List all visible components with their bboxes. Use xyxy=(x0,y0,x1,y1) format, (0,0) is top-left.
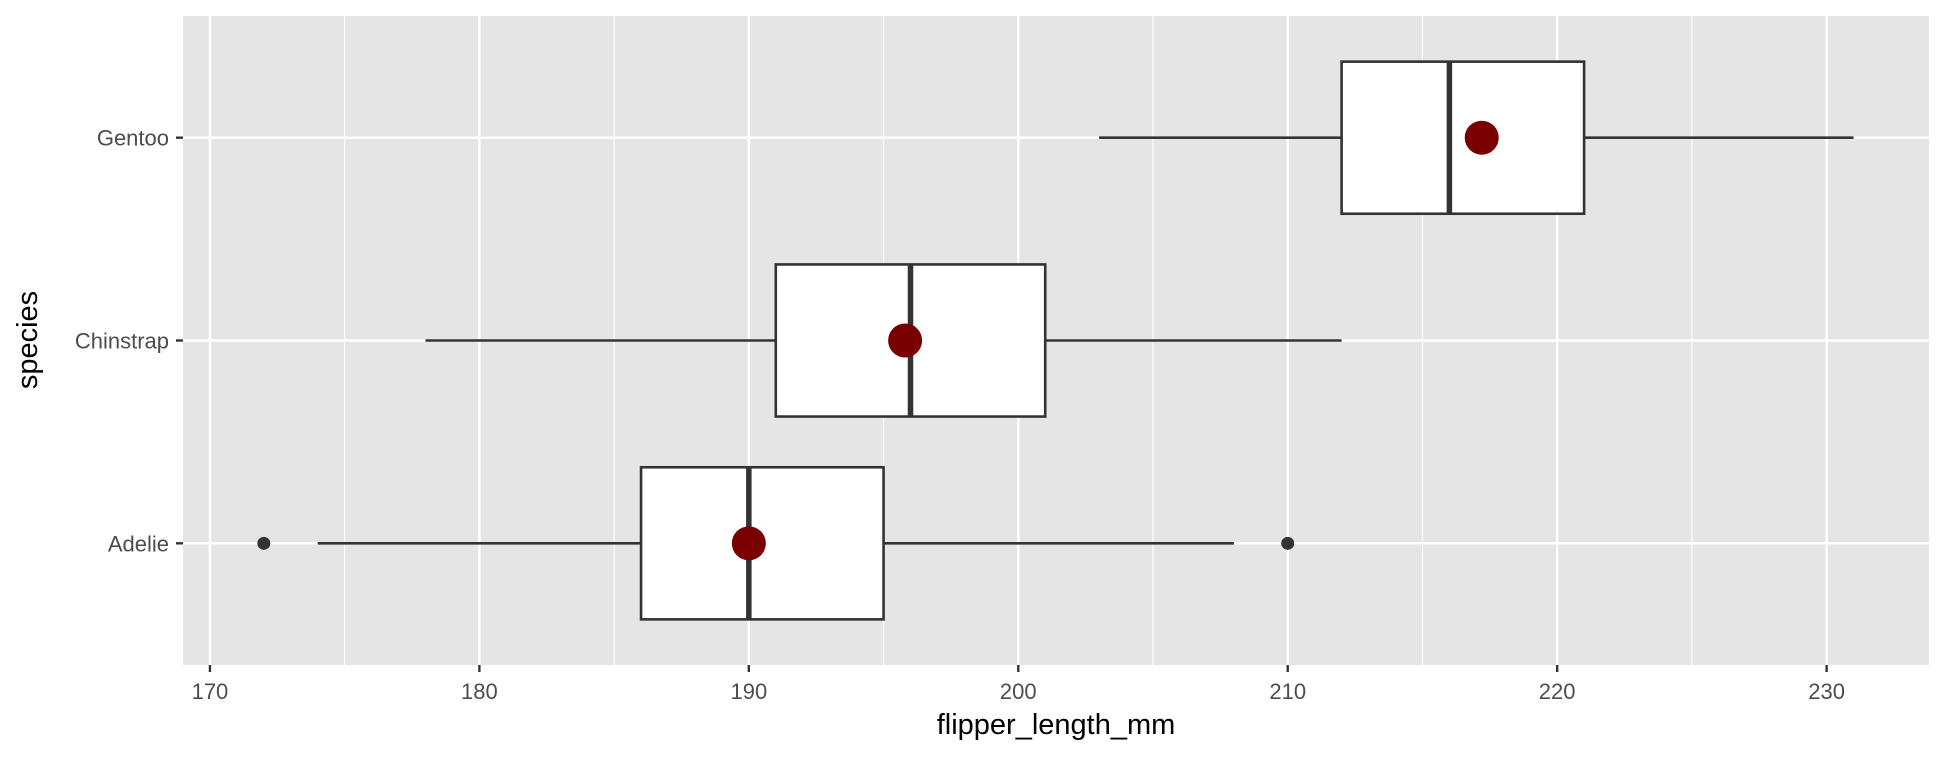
x-tick-label: 210 xyxy=(1269,679,1306,704)
x-tick-label: 200 xyxy=(1000,679,1037,704)
x-tick-label: 180 xyxy=(461,679,498,704)
y-axis-title: species xyxy=(12,291,44,389)
mean-point xyxy=(731,526,766,561)
box-chinstrap xyxy=(425,263,1342,418)
box-gentoo xyxy=(1099,60,1854,216)
x-axis: 170 180 190 200 210 220 230 xyxy=(192,665,1845,704)
x-tick-label: 230 xyxy=(1808,679,1845,704)
mean-point xyxy=(888,323,923,358)
y-tick-label: Adelie xyxy=(108,531,169,556)
x-tick-label: 170 xyxy=(192,679,229,704)
box-adelie xyxy=(257,465,1295,621)
x-axis-title: flipper_length_mm xyxy=(937,709,1176,741)
y-tick-label: Chinstrap xyxy=(75,329,169,354)
y-tick-label: Gentoo xyxy=(97,126,169,151)
boxes-layer xyxy=(257,60,1854,621)
box-rect xyxy=(1340,60,1586,216)
x-tick-label: 190 xyxy=(730,679,767,704)
x-tick-label: 220 xyxy=(1539,679,1576,704)
y-axis: Adelie Chinstrap Gentoo xyxy=(75,126,183,556)
outlier-point xyxy=(1281,536,1295,550)
outlier-point xyxy=(257,536,271,550)
mean-point xyxy=(1464,120,1499,155)
